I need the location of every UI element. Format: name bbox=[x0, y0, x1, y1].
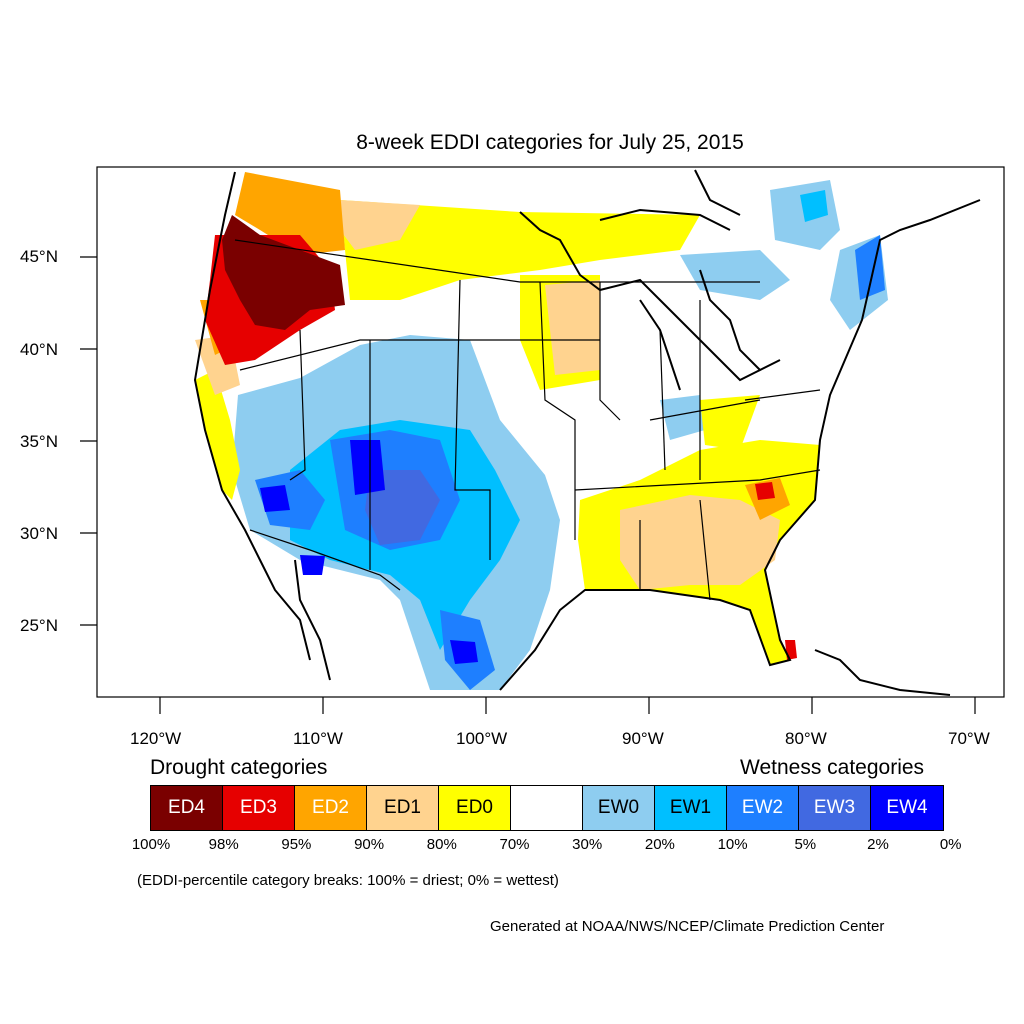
percent-break-label: 100% bbox=[131, 836, 171, 853]
legend-box-ew2: EW2 bbox=[727, 786, 799, 830]
ed3-florida-patch bbox=[785, 640, 797, 660]
legend-box-ew3: EW3 bbox=[799, 786, 871, 830]
ed0-pacific-coast bbox=[195, 370, 240, 500]
ed2-pacific-northwest bbox=[235, 172, 345, 255]
lon-label-70w: 70°W bbox=[948, 729, 990, 748]
legend-box-ed1: ED1 bbox=[367, 786, 439, 830]
lat-label-35n: 35°N bbox=[20, 432, 58, 451]
ed1-dakotas-region bbox=[545, 280, 600, 375]
legend-box-ed2: ED2 bbox=[295, 786, 367, 830]
percent-break-label: 20% bbox=[644, 836, 675, 853]
legend-box-ew1: EW1 bbox=[655, 786, 727, 830]
ew4-texas-patch bbox=[450, 640, 478, 664]
ew4-colorado-patch bbox=[350, 440, 385, 495]
legend-box-neutral bbox=[511, 786, 583, 830]
percent-break-label: 98% bbox=[208, 836, 239, 853]
ew0-midwest-patch bbox=[660, 395, 705, 440]
ed4-pacific-northwest bbox=[222, 215, 345, 330]
percent-break-label: 10% bbox=[717, 836, 748, 853]
ed1-southeast-region bbox=[620, 495, 780, 590]
percent-break-label: 95% bbox=[281, 836, 312, 853]
lon-label-100w: 100°W bbox=[456, 729, 508, 748]
ew4-baja-patch bbox=[300, 555, 325, 575]
lat-label-45n: 45°N bbox=[20, 247, 58, 266]
ed0-northern-tier bbox=[340, 200, 700, 300]
ew0-great-lakes-region bbox=[680, 250, 790, 300]
ed1-northern-rockies bbox=[340, 200, 420, 250]
lat-label-30n: 30°N bbox=[20, 524, 58, 543]
legend-box-ew0: EW0 bbox=[583, 786, 655, 830]
legend-box-ew4: EW4 bbox=[871, 786, 943, 830]
lon-label-110w: 110°W bbox=[293, 729, 343, 748]
drought-categories-heading: Drought categories bbox=[150, 756, 328, 779]
ed3-carolina-patch bbox=[755, 482, 775, 500]
wetness-categories-heading: Wetness categories bbox=[740, 756, 925, 779]
percent-break-label: 90% bbox=[354, 836, 385, 853]
ew1-northeast-patch bbox=[800, 190, 828, 222]
credit-line: Generated at NOAA/NWS/NCEP/Climate Predi… bbox=[490, 918, 885, 935]
eddi-category-fields bbox=[193, 169, 1004, 696]
lon-label-120w: 120°W bbox=[130, 729, 182, 748]
map-title: 8-week EDDI categories for July 25, 2015 bbox=[356, 131, 744, 154]
category-legend: ED4 ED3 ED2 ED1 ED0 EW0 EW1 EW2 EW3 EW4 bbox=[150, 785, 944, 831]
legend-box-ed3: ED3 bbox=[223, 786, 295, 830]
ew4-arizona-patch bbox=[260, 485, 290, 512]
lat-label-40n: 40°N bbox=[20, 340, 58, 359]
percent-break-label: 80% bbox=[426, 836, 457, 853]
state-borders bbox=[234, 239, 821, 601]
percent-break-label: 0% bbox=[939, 836, 962, 853]
map-frame bbox=[96, 166, 1005, 698]
category-breaks-note: (EDDI-percentile category breaks: 100% =… bbox=[137, 872, 559, 889]
lon-label-90w: 90°W bbox=[622, 729, 664, 748]
percent-break-label: 5% bbox=[794, 836, 817, 853]
percent-break-label: 2% bbox=[867, 836, 889, 853]
percent-break-label: 30% bbox=[572, 836, 603, 853]
lon-label-80w: 80°W bbox=[785, 729, 827, 748]
legend-box-ed0: ED0 bbox=[439, 786, 511, 830]
percent-break-label: 70% bbox=[499, 836, 530, 853]
lat-label-25n: 25°N bbox=[20, 616, 58, 635]
coastlines bbox=[193, 169, 981, 696]
legend-box-ed4: ED4 bbox=[151, 786, 223, 830]
ew2-arizona-region bbox=[255, 470, 325, 530]
